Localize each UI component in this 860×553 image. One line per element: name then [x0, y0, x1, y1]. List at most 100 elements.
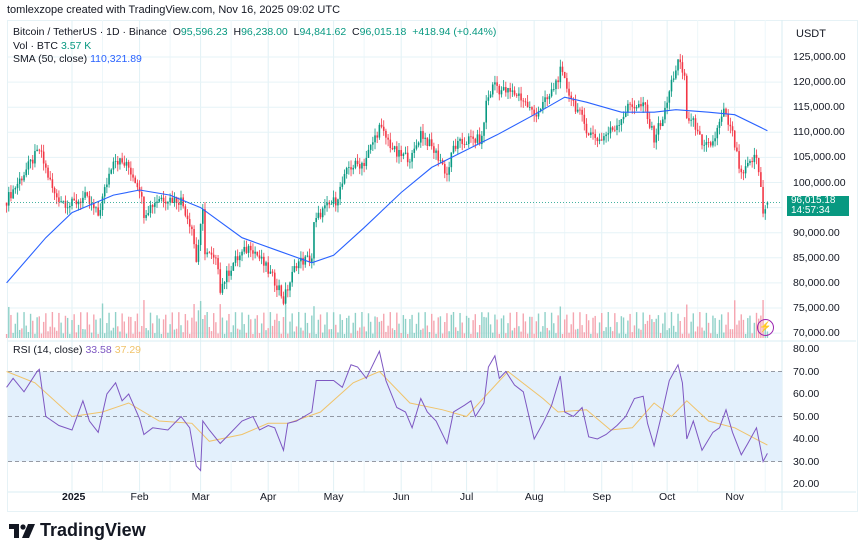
volume-bar — [570, 324, 572, 338]
candle — [592, 132, 594, 134]
lightning-icon[interactable]: ⚡ — [757, 319, 774, 336]
candle — [762, 186, 764, 214]
price-tick-label: 115,000.00 — [793, 101, 845, 114]
candle — [603, 136, 605, 141]
candle — [699, 131, 701, 135]
volume-bar — [398, 323, 400, 338]
volume-bar — [343, 333, 346, 338]
candle — [302, 257, 304, 265]
volume-bar — [149, 312, 152, 338]
volume-bar — [664, 312, 666, 338]
candle — [239, 255, 241, 261]
volume-bar — [8, 306, 10, 338]
candle — [241, 251, 243, 256]
volume-bar — [385, 331, 387, 338]
candle — [269, 271, 272, 274]
candle — [664, 107, 666, 120]
volume-bar — [173, 329, 176, 338]
volume-bar — [206, 312, 208, 338]
volume-bar — [319, 314, 322, 338]
candle — [45, 163, 47, 168]
volume-bar — [640, 329, 642, 338]
volume-bar — [332, 312, 335, 338]
time-tick-label: May — [323, 491, 344, 503]
candle — [182, 197, 184, 207]
volume-bar — [590, 333, 592, 338]
volume-bar — [481, 312, 483, 338]
volume-bar — [718, 319, 721, 338]
candle — [391, 148, 394, 150]
candle — [718, 121, 721, 128]
volume-bar — [705, 312, 708, 338]
volume-bar — [404, 318, 407, 338]
sma-label[interactable]: SMA (50, close) — [13, 53, 88, 65]
close-value: 96,015.18 — [359, 26, 407, 38]
volume-bar — [572, 312, 575, 338]
volume-bar — [260, 323, 263, 338]
volume-bar — [411, 314, 413, 338]
volume-bar — [151, 323, 154, 338]
candle — [280, 285, 283, 297]
currency-label[interactable]: USDT — [796, 28, 826, 40]
volume-bar — [228, 313, 230, 338]
volume-bar — [601, 313, 603, 338]
volume-bar — [618, 333, 620, 338]
volume-bar — [454, 327, 457, 338]
candle — [278, 285, 280, 291]
candle — [465, 144, 468, 145]
volume-bar — [106, 323, 108, 338]
candle — [607, 133, 610, 135]
volume-bar — [127, 316, 130, 338]
volume-bar — [367, 313, 370, 338]
candle — [544, 97, 546, 102]
volume-bar — [372, 333, 374, 338]
symbol-title[interactable]: Bitcoin / TetherUS · 1D · Binance — [13, 26, 167, 38]
candle — [681, 62, 684, 73]
rsi-label[interactable]: RSI (14, close) — [13, 344, 83, 356]
candle — [760, 172, 762, 187]
candle — [633, 106, 636, 109]
candle — [5, 202, 8, 206]
volume-bar — [45, 313, 47, 338]
candle — [228, 270, 230, 276]
candle — [716, 127, 719, 139]
candle — [594, 133, 596, 138]
volume-bar — [330, 329, 333, 338]
volume-bar — [383, 313, 385, 338]
candle — [127, 161, 130, 168]
volume-bar — [594, 315, 596, 338]
candle — [10, 192, 12, 199]
candle — [642, 102, 644, 107]
candle — [287, 289, 289, 291]
time-tick-label: Sep — [592, 491, 612, 503]
candle — [404, 152, 407, 154]
volume-bar — [402, 315, 405, 338]
candle — [498, 85, 501, 95]
candle — [400, 150, 402, 156]
volume-bar — [422, 328, 424, 338]
candle — [97, 207, 99, 216]
candle — [245, 246, 248, 253]
candle — [409, 161, 411, 163]
candle — [703, 144, 705, 146]
candle — [311, 258, 313, 262]
candle — [690, 119, 692, 121]
volume-bar — [60, 322, 62, 338]
candle — [18, 178, 21, 184]
volume-bar — [236, 328, 239, 338]
volume-label[interactable]: Vol · BTC — [13, 40, 58, 52]
volume-bar — [328, 329, 330, 338]
volume-bar — [457, 330, 459, 338]
candle — [666, 102, 668, 108]
candle — [561, 66, 564, 72]
volume-bar — [747, 318, 749, 338]
volume-bar — [167, 332, 169, 338]
volume-bar — [714, 318, 716, 338]
candle — [332, 197, 335, 204]
volume-bar — [306, 322, 309, 338]
candle — [291, 271, 293, 283]
volume-bar — [250, 319, 252, 338]
volume-bar — [308, 333, 311, 338]
volume-bar — [688, 333, 690, 338]
